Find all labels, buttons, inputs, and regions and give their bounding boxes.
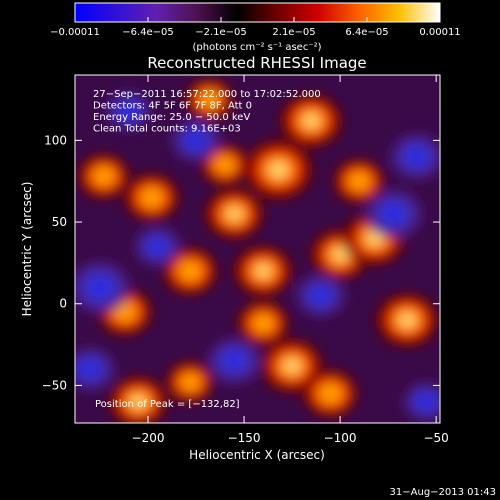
heatmap-blob: [162, 246, 219, 296]
heatmap-blob: [279, 93, 343, 149]
heatmap-blob: [75, 261, 130, 314]
heatmap-blob: [365, 189, 422, 239]
heatmap-blob: [185, 78, 234, 121]
y-tick-label: 50: [52, 215, 67, 229]
x-tick-label: −150: [228, 431, 261, 445]
y-tick-label: −50: [42, 378, 67, 392]
colorbar-tick-labels: −0.00011 −6.4e−05 −2.1e−05 2.1e−05 6.4e−05 0.…: [50, 27, 461, 38]
heatmap-blob: [302, 369, 359, 418]
heatmap-blob: [75, 348, 115, 391]
heatmap-blob: [106, 91, 152, 131]
y-tick-label: 0: [59, 297, 67, 311]
heatmap-blob: [204, 188, 265, 240]
x-axis-label: Heliocentric X (arcsec): [189, 448, 325, 462]
heatmap-blob: [208, 338, 261, 384]
x-tick-label: −200: [132, 431, 165, 445]
heatmap-blob: [333, 158, 386, 204]
axis-ticks: [75, 75, 440, 423]
heatmap-blob: [237, 300, 290, 346]
heatmap-blob: [200, 143, 250, 186]
x-tick-label: −100: [324, 431, 357, 445]
heatmap-blob: [123, 173, 180, 222]
info-annotations: 27−Sep−2011 16:57:22.000 to 17:02:52.000…: [93, 89, 321, 135]
heatmap-blob: [135, 227, 181, 267]
y-axis-label: Heliocentric Y (arcsec): [20, 182, 34, 317]
chart-title: Reconstructed RHESSI Image: [147, 54, 366, 72]
heatmap-blob: [375, 292, 439, 348]
colorbar-tick-label: −2.1e−05: [195, 27, 247, 38]
colorbar-tick-label: 6.4e−05: [345, 27, 388, 38]
heatmap-blob: [296, 274, 346, 317]
annotation-line: Detectors: 4F 5F 6F 7F 8F, Att 0: [93, 101, 252, 112]
peak-position-label: Position of Peak = [−132,82]: [95, 399, 240, 410]
heatmap-blob: [77, 153, 131, 199]
colorbar-tick-label: 2.1e−05: [272, 27, 315, 38]
annotation-line: Energy Range: 25.0 − 50.0 keV: [93, 112, 250, 123]
heatmap-blob: [108, 376, 169, 423]
colorbar-unit: (photons cm⁻² s⁻¹ asec⁻²): [192, 42, 321, 53]
colorbar-ticks: [74, 17, 441, 22]
heatmap-blob: [390, 134, 440, 180]
x-tick-labels: −200 −150 −100 −50: [132, 431, 449, 445]
heatmap-blob: [171, 119, 221, 162]
y-tick-label: 100: [44, 133, 67, 147]
heatmap-blob: [243, 139, 314, 201]
x-tick-label: −50: [423, 431, 448, 445]
colorbar-tick-label: 0.00011: [419, 27, 460, 38]
annotation-line: Clean Total counts: 9.16E+03: [93, 124, 241, 135]
colorbar: [74, 2, 441, 23]
timestamp: 31−Aug−2013 01:43: [390, 487, 496, 498]
heatmap-blob: [165, 361, 215, 404]
colorbar-tick-label: −0.00011: [50, 27, 100, 38]
heatmap-blob: [233, 245, 294, 297]
heatmap: [75, 75, 440, 423]
colorbar-tick-label: −6.4e−05: [122, 27, 174, 38]
annotation-line: 27−Sep−2011 16:57:22.000 to 17:02:52.000: [93, 89, 321, 100]
y-tick-labels: 100 50 0 −50: [42, 133, 67, 392]
plot-frame: [74, 74, 441, 424]
heatmap-blob: [403, 382, 440, 422]
